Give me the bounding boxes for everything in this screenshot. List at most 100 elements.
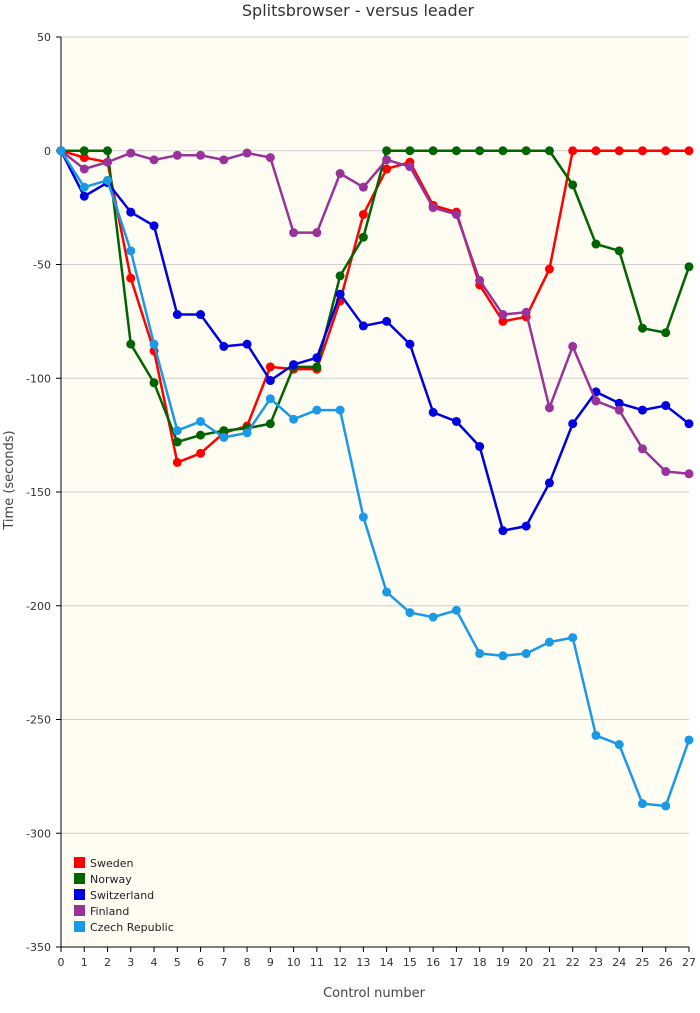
data-point[interactable] — [591, 730, 601, 740]
data-point[interactable] — [335, 271, 345, 281]
data-point[interactable] — [684, 735, 694, 745]
data-point[interactable] — [126, 273, 136, 283]
data-point[interactable] — [358, 512, 368, 522]
data-point[interactable] — [103, 146, 113, 156]
data-point[interactable] — [591, 146, 601, 156]
data-point[interactable] — [382, 316, 392, 326]
data-point[interactable] — [684, 262, 694, 272]
data-point[interactable] — [451, 605, 461, 615]
data-point[interactable] — [521, 307, 531, 317]
data-point[interactable] — [591, 396, 601, 406]
data-point[interactable] — [219, 432, 229, 442]
data-point[interactable] — [661, 467, 671, 477]
data-point[interactable] — [103, 157, 113, 167]
data-point[interactable] — [568, 419, 578, 429]
data-point[interactable] — [219, 341, 229, 351]
data-point[interactable] — [661, 146, 671, 156]
data-point[interactable] — [172, 150, 182, 160]
data-point[interactable] — [242, 148, 252, 158]
data-point[interactable] — [219, 426, 229, 436]
data-point[interactable] — [196, 416, 206, 426]
data-point[interactable] — [405, 339, 415, 349]
data-point[interactable] — [544, 478, 554, 488]
data-point[interactable] — [196, 150, 206, 160]
data-point[interactable] — [289, 360, 299, 370]
data-point[interactable] — [568, 341, 578, 351]
data-point[interactable] — [79, 191, 89, 201]
data-point[interactable] — [661, 401, 671, 411]
data-point[interactable] — [265, 376, 275, 386]
data-point[interactable] — [196, 448, 206, 458]
data-point[interactable] — [684, 469, 694, 479]
data-point[interactable] — [312, 362, 322, 372]
data-point[interactable] — [265, 153, 275, 163]
data-point[interactable] — [498, 651, 508, 661]
data-point[interactable] — [289, 228, 299, 238]
data-point[interactable] — [79, 182, 89, 192]
data-point[interactable] — [684, 419, 694, 429]
data-point[interactable] — [358, 209, 368, 219]
data-point[interactable] — [103, 175, 113, 185]
data-point[interactable] — [172, 457, 182, 467]
data-point[interactable] — [591, 239, 601, 249]
data-point[interactable] — [126, 246, 136, 256]
data-point[interactable] — [614, 398, 624, 408]
data-point[interactable] — [242, 339, 252, 349]
data-point[interactable] — [172, 437, 182, 447]
data-point[interactable] — [219, 155, 229, 165]
data-point[interactable] — [568, 180, 578, 190]
data-point[interactable] — [79, 153, 89, 163]
data-point[interactable] — [614, 740, 624, 750]
data-point[interactable] — [637, 323, 647, 333]
data-point[interactable] — [312, 353, 322, 363]
data-point[interactable] — [79, 164, 89, 174]
data-point[interactable] — [521, 146, 531, 156]
data-point[interactable] — [289, 414, 299, 424]
data-point[interactable] — [358, 321, 368, 331]
data-point[interactable] — [637, 799, 647, 809]
data-point[interactable] — [521, 649, 531, 659]
data-point[interactable] — [544, 403, 554, 413]
data-point[interactable] — [358, 232, 368, 242]
data-point[interactable] — [661, 328, 671, 338]
data-point[interactable] — [405, 146, 415, 156]
data-point[interactable] — [335, 289, 345, 299]
data-point[interactable] — [335, 405, 345, 415]
data-point[interactable] — [544, 264, 554, 274]
data-point[interactable] — [382, 164, 392, 174]
data-point[interactable] — [451, 416, 461, 426]
data-point[interactable] — [428, 146, 438, 156]
data-point[interactable] — [544, 146, 554, 156]
data-point[interactable] — [382, 587, 392, 597]
data-point[interactable] — [126, 207, 136, 217]
data-point[interactable] — [661, 801, 671, 811]
data-point[interactable] — [637, 444, 647, 454]
data-point[interactable] — [498, 526, 508, 536]
data-point[interactable] — [475, 442, 485, 451]
data-point[interactable] — [568, 146, 578, 156]
data-point[interactable] — [498, 310, 508, 320]
data-point[interactable] — [126, 148, 136, 158]
data-point[interactable] — [149, 339, 159, 349]
data-point[interactable] — [358, 182, 368, 192]
data-point[interactable] — [196, 310, 206, 320]
data-point[interactable] — [382, 155, 392, 165]
data-point[interactable] — [614, 405, 624, 415]
data-point[interactable] — [335, 169, 345, 178]
data-point[interactable] — [265, 419, 275, 429]
data-point[interactable] — [149, 221, 159, 231]
data-point[interactable] — [312, 405, 322, 415]
data-point[interactable] — [126, 339, 136, 349]
data-point[interactable] — [242, 428, 252, 438]
data-point[interactable] — [451, 209, 461, 219]
data-point[interactable] — [475, 649, 485, 659]
data-point[interactable] — [405, 162, 415, 172]
data-point[interactable] — [521, 521, 531, 531]
data-point[interactable] — [637, 146, 647, 156]
data-point[interactable] — [684, 146, 694, 156]
data-point[interactable] — [405, 608, 415, 618]
data-point[interactable] — [498, 316, 508, 326]
data-point[interactable] — [637, 405, 647, 415]
data-point[interactable] — [498, 146, 508, 156]
data-point[interactable] — [265, 362, 275, 372]
